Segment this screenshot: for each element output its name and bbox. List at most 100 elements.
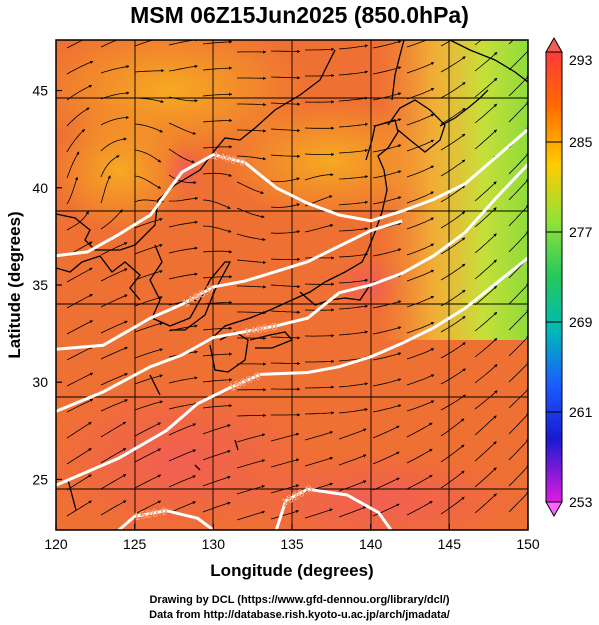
wind-arrow (508, 438, 528, 461)
contour-line (56, 128, 528, 258)
wind-arrow (66, 294, 93, 309)
wind-arrow (168, 423, 197, 436)
wind-arrow (508, 491, 528, 513)
wind-arrow (236, 181, 265, 194)
wind-arrow (134, 40, 155, 47)
wind-arrow (270, 154, 301, 158)
wind-arrow (270, 361, 301, 366)
wind-arrow (338, 227, 369, 232)
wind-arrow (270, 257, 301, 261)
wind-arrow (236, 510, 266, 521)
wind-arrow (270, 336, 301, 340)
wind-arrow (100, 242, 128, 256)
wind-arrow (406, 139, 435, 152)
wind-arrow (100, 399, 128, 412)
wind-arrow (338, 148, 369, 154)
wind-arrow (440, 316, 466, 333)
lon-tick-label: 120 (44, 536, 68, 552)
wind-arrow (338, 122, 369, 128)
wind-arrow (474, 415, 497, 436)
wind-arrow (270, 432, 300, 442)
wind-arrow (338, 96, 369, 102)
lon-tick-label: 150 (516, 536, 540, 552)
wind-arrow (372, 326, 402, 335)
wind-arrow (508, 204, 528, 227)
wind-arrow (134, 218, 163, 229)
lat-tick-label: 35 (32, 277, 48, 293)
wind-arrow (372, 352, 402, 361)
wind-arrow (338, 330, 369, 336)
colorbar: 293 285 277 269 261 253 (545, 36, 593, 518)
wind-arrow (134, 149, 162, 163)
latitude-ticks: 25 30 35 40 45 (32, 83, 62, 487)
wind-arrow (202, 118, 233, 123)
colorbar-tick-label: 285 (569, 134, 593, 150)
wind-arrow (406, 217, 434, 230)
wind-arrow (440, 211, 466, 229)
wind-arrow (237, 285, 267, 289)
colorbar-tick-label: 261 (569, 404, 593, 420)
coastlines (56, 40, 528, 511)
wind-arrow (440, 56, 466, 73)
wind-arrow (168, 272, 198, 280)
wind-arrow (270, 128, 301, 133)
colorbar-tick-label: 277 (569, 224, 593, 240)
colorbar-tick-label: 269 (569, 314, 593, 330)
wind-arrow (66, 211, 89, 231)
lat-tick-label: 30 (32, 374, 48, 390)
contour-line (56, 163, 528, 413)
wind-arrow (304, 224, 334, 233)
contour-line (117, 509, 215, 530)
wind-arrow (474, 467, 497, 488)
wind-arrow (100, 474, 127, 490)
wind-arrow (372, 503, 400, 517)
y-axis-label: Latitude (degrees) (5, 211, 24, 358)
wind-arrow (202, 424, 231, 435)
wind-arrow (100, 421, 127, 438)
wind-arrow (100, 294, 128, 308)
wind-arrow (134, 474, 162, 489)
wind-arrow (270, 203, 301, 208)
wind-arrow (202, 450, 231, 461)
wind-arrow (372, 300, 402, 309)
wind-arrow (66, 40, 84, 49)
wind-arrow (270, 230, 301, 234)
wind-arrow (168, 246, 198, 254)
wind-arrow (508, 361, 528, 383)
wind-arrow (66, 372, 94, 387)
wind-arrow (202, 501, 231, 513)
wind-arrow (508, 282, 528, 305)
wind-arrow (474, 364, 498, 384)
wind-arrow (338, 428, 367, 440)
wind-arrow (474, 129, 497, 150)
wind-arrow (474, 259, 497, 280)
wind-arrow (100, 373, 128, 386)
wind-arrow (66, 107, 90, 127)
data-credit: Data from http://database.rish.kyoto-u.a… (149, 609, 450, 621)
wind-arrow (338, 278, 369, 284)
x-axis-label: Longitude (degrees) (210, 561, 373, 580)
wind-arrow (270, 76, 301, 80)
wind-arrow (508, 335, 528, 357)
wind-arrow (134, 400, 164, 411)
wind-arrow (270, 49, 301, 54)
wind-arrow (236, 207, 265, 219)
wind-arrow (202, 326, 233, 331)
wind-arrow (372, 170, 402, 179)
wind-arrow (168, 148, 195, 164)
wind-arrow (66, 399, 94, 413)
wind-arrow (440, 40, 453, 47)
wind-arrow (372, 451, 400, 465)
wind-arrow (270, 177, 300, 182)
wind-arrow (474, 285, 498, 306)
wind-arrow (338, 70, 369, 76)
wind-arrow (100, 155, 120, 178)
wind-arrow (508, 412, 528, 435)
wind-arrow (236, 259, 267, 265)
wind-arrow (100, 115, 130, 126)
wind-arrow (202, 40, 233, 45)
wind-arrow (440, 185, 466, 203)
wind-arrow (406, 448, 433, 464)
wind-arrow (406, 374, 435, 386)
wind-arrow (474, 52, 498, 72)
